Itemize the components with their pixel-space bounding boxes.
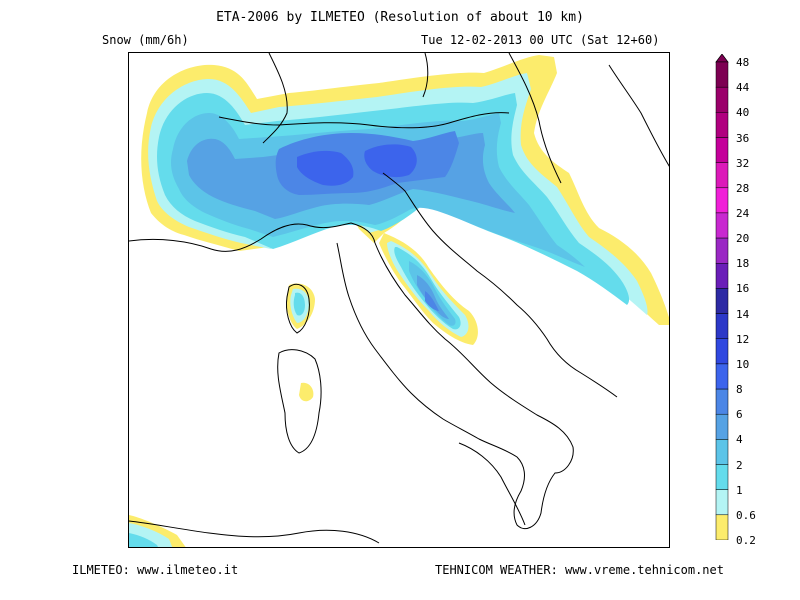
- legend-bar: [715, 53, 729, 541]
- snowfall-map: [128, 52, 670, 548]
- legend-label: 20: [736, 232, 750, 246]
- legend-label: 18: [736, 257, 750, 271]
- legend-label: 0.6: [736, 508, 756, 522]
- legend-swatch: [715, 187, 729, 214]
- legend-label: 10: [736, 357, 750, 371]
- legend-label: 32: [736, 156, 750, 170]
- legend-label: 4: [736, 433, 743, 447]
- color-legend: [712, 53, 732, 541]
- legend-swatch: [715, 61, 729, 88]
- legend-swatch: [715, 514, 729, 541]
- footer-left: ILMETEO: www.ilmeteo.it: [72, 563, 239, 577]
- legend-label: 6: [736, 408, 743, 422]
- legend-arrow: [715, 53, 729, 63]
- legend-label: 40: [736, 106, 750, 120]
- legend-swatch: [715, 137, 729, 163]
- legend-label: 44: [736, 81, 750, 95]
- legend-swatch: [715, 413, 729, 440]
- legend-label: 16: [736, 282, 750, 296]
- variable-label: Snow (mm/6h): [102, 33, 189, 47]
- map-canvas: [129, 53, 669, 547]
- legend-swatch: [715, 212, 729, 239]
- legend-swatch: [715, 489, 729, 516]
- coastlines-and-borders: [129, 53, 669, 544]
- snow-band-deep-blue: [297, 144, 417, 186]
- legend-swatch: [715, 288, 729, 314]
- legend-swatch: [715, 86, 729, 113]
- legend-swatch: [715, 237, 729, 264]
- legend-swatch: [715, 313, 729, 340]
- legend-swatch: [715, 112, 729, 138]
- legend-swatch: [715, 439, 729, 465]
- legend-swatch: [715, 464, 729, 490]
- legend-swatch: [715, 338, 729, 365]
- legend-label: 2: [736, 458, 743, 472]
- legend-label: 1: [736, 483, 743, 497]
- legend-label: 14: [736, 307, 750, 321]
- legend-label: 48: [736, 56, 750, 69]
- legend-swatch: [715, 388, 729, 415]
- legend-swatch: [715, 162, 729, 189]
- legend-swatch: [715, 363, 729, 390]
- valid-time: Tue 12-02-2013 00 UTC (Sat 12+60): [421, 33, 660, 47]
- legend-label: 36: [736, 131, 750, 145]
- legend-swatch: [715, 263, 729, 289]
- legend-label: 8: [736, 383, 743, 397]
- footer-right: TEHNICOM WEATHER: www.vreme.tehnicom.net: [435, 563, 724, 577]
- map-title: ETA-2006 by ILMETEO (Resolution of about…: [216, 10, 584, 25]
- legend-label: 0.2: [736, 534, 756, 547]
- legend-label: 12: [736, 332, 750, 346]
- legend-label: 28: [736, 181, 750, 195]
- legend-label: 24: [736, 206, 750, 220]
